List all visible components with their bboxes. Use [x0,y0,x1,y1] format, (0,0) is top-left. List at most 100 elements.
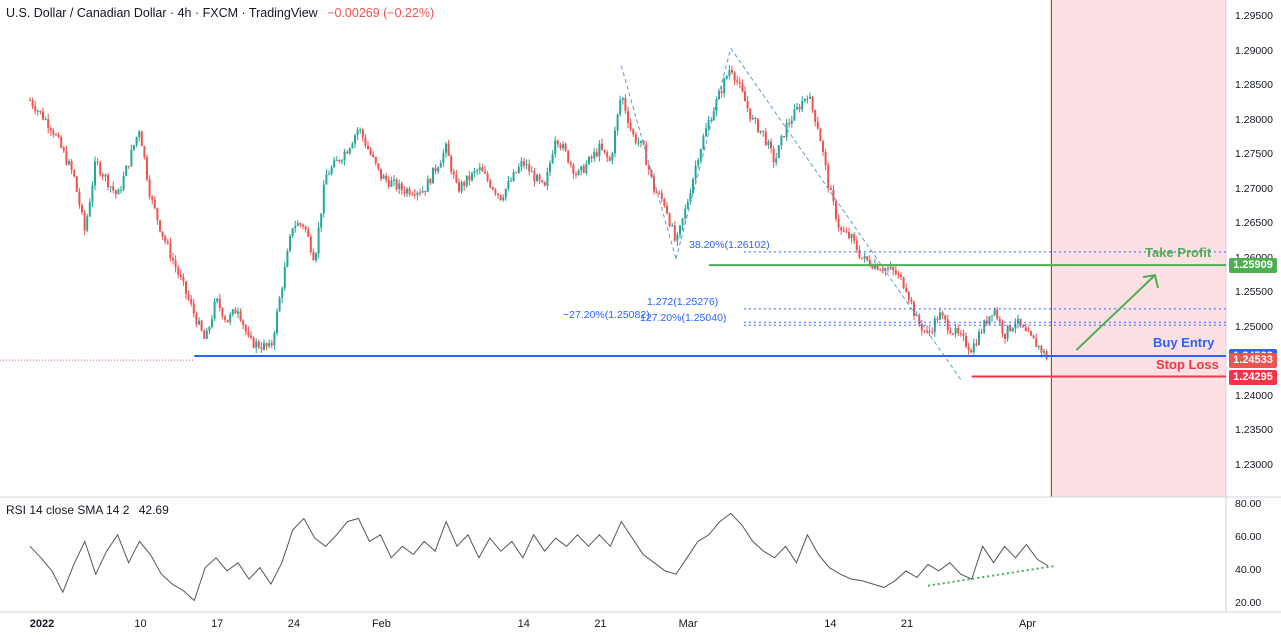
candle-down [624,98,627,111]
candle-down [60,137,63,148]
price-badge-current: 1.24533 [1229,353,1277,369]
candle-down [299,223,302,225]
candle-up [36,110,39,112]
candle-down [660,193,663,199]
candle-down [497,193,499,195]
rsi-name: RSI 14 close SMA 14 2 [6,503,130,517]
candle-down [822,141,824,152]
candle-up [211,318,213,328]
candle-down [112,186,115,191]
candle-down [736,80,739,82]
candle-down [608,157,611,161]
candle-down [489,180,492,188]
candle-down [666,205,668,214]
candle-down [346,151,349,154]
rsi-group [29,512,1055,602]
candle-up [439,162,442,168]
candle-up [135,136,138,146]
candle-up [315,253,317,261]
candle-down [733,72,736,81]
candle-up [517,166,520,173]
candle-up [684,208,687,219]
candle-down [744,91,746,102]
candle-up [640,140,642,143]
candle-up [398,183,401,190]
candle-down [855,240,858,251]
candle-up [416,192,419,196]
candle-up [939,312,941,320]
price-change: −0.00269 (−0.22%) [327,6,435,20]
candle-up [549,163,551,173]
candle-down [450,156,453,172]
candle-down [265,343,268,347]
price-tick-label: 1.28500 [1235,79,1273,92]
candle-down [757,119,759,133]
candle-down [65,150,68,165]
candle-up [780,135,783,146]
candle-up [317,227,320,254]
candle-up [278,298,281,312]
candle-down [494,189,497,194]
candle-up [216,298,219,302]
candle-down [720,91,723,94]
candle-up [296,223,299,227]
candle-down [907,292,910,300]
candle-down [829,187,832,190]
candle-down [159,220,161,232]
levels-group [0,48,1226,380]
rsi-value: 42.69 [138,503,169,517]
candle-up [796,106,798,110]
candle-down [946,319,949,331]
candle-down [762,130,765,132]
candle-down [387,179,390,187]
candle-up [478,167,481,171]
chart-title-bar: U.S. Dollar / Canadian Dollar · 4h · FXC… [6,6,434,20]
candle-up [978,331,980,345]
candle-up [283,266,286,289]
rsi-indicator-label[interactable]: RSI 14 close SMA 14 2 42.69 [6,503,169,517]
candle-down [252,337,255,348]
candle-up [437,167,440,172]
candle-down [931,331,934,333]
candle-down [250,335,252,338]
candle-up [281,288,284,299]
candle-down [192,303,195,314]
candle-up [715,99,718,112]
candle-up [801,100,804,110]
chart-title: U.S. Dollar / Canadian Dollar · 4h · FXC… [6,6,318,20]
candle-down [894,270,897,274]
price-tick-label: 1.27500 [1235,148,1273,161]
candle-down [749,108,752,120]
candle-down [367,145,369,150]
candle-up [406,188,408,194]
time-tick-label: Apr [1018,618,1037,630]
candle-down [55,134,57,136]
candle-down [413,194,416,196]
candle-up [330,167,333,174]
candle-down [515,172,518,174]
candle-up [676,234,679,241]
candle-down [200,320,203,331]
candle-down [101,174,104,177]
candle-down [603,149,606,153]
candle-up [585,163,588,173]
candle-down [484,171,486,174]
candle-down [814,109,817,122]
candle-up [354,135,356,144]
candle-down [177,267,180,275]
price-tick-label: 1.24000 [1235,389,1273,402]
candle-down [923,330,926,332]
candle-down [1009,325,1012,332]
candle-down [309,236,312,253]
candle-down [302,224,304,227]
candle-down [107,174,109,188]
candle-up [198,320,200,325]
candle-down [647,165,650,170]
candle-up [697,159,700,166]
candle-down [42,111,44,120]
candle-up [94,161,96,186]
candle-down [556,140,559,145]
candle-up [723,78,726,94]
candle-up [1011,328,1014,332]
